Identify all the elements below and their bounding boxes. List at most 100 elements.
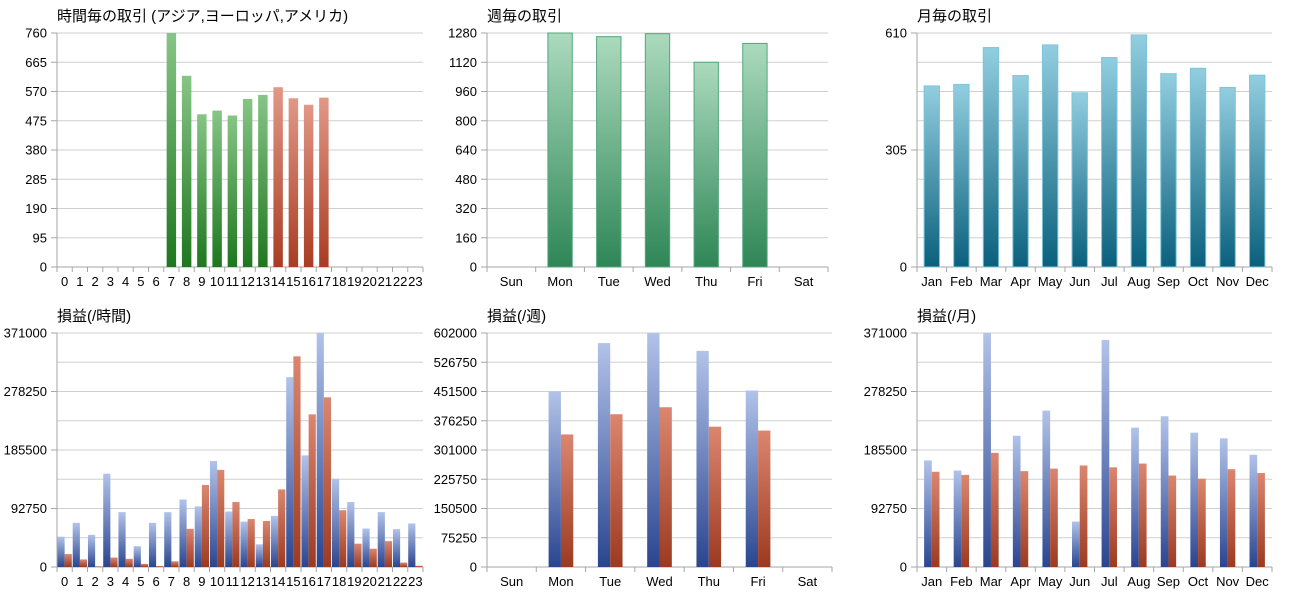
svg-text:475: 475 <box>25 113 47 128</box>
chart-monthly-pnl: 0 92750 185500 278250 371000 Jan Feb Mar Apr May J… <box>860 300 1290 600</box>
svg-text:Tue: Tue <box>599 574 621 589</box>
chart-title-weekly-trades: 週毎の取引 <box>487 8 563 25</box>
svg-text:0: 0 <box>61 574 68 589</box>
svg-text:570: 570 <box>25 84 47 99</box>
svg-text:22: 22 <box>393 574 407 589</box>
svg-text:1: 1 <box>76 274 83 289</box>
svg-text:2: 2 <box>92 574 99 589</box>
svg-text:8: 8 <box>183 274 190 289</box>
svg-text:Nov: Nov <box>1216 574 1240 589</box>
svg-text:Feb: Feb <box>950 574 972 589</box>
svg-text:800: 800 <box>455 113 477 128</box>
svg-text:278250: 278250 <box>4 384 47 399</box>
svg-text:Mar: Mar <box>980 574 1003 589</box>
svg-text:1120: 1120 <box>449 55 477 70</box>
svg-text:7: 7 <box>168 274 175 289</box>
svg-text:92750: 92750 <box>11 501 47 516</box>
svg-text:Aug: Aug <box>1127 574 1150 589</box>
svg-text:Dec: Dec <box>1246 574 1270 589</box>
svg-text:23: 23 <box>408 274 422 289</box>
chart-monthly-trades: 0 305 610 Jan Feb Mar Apr May Jun Jul Aug Sep Oct Nov… <box>860 0 1290 300</box>
svg-text:0: 0 <box>900 260 907 275</box>
chart-hourly-pnl: 0 92750 185500 278250 371000 0 1 2 3 4 5 6 7 8 9 10 11 12… <box>0 300 430 600</box>
svg-text:3: 3 <box>107 274 114 289</box>
svg-text:Sep: Sep <box>1157 274 1180 289</box>
svg-text:Jun: Jun <box>1069 274 1090 289</box>
svg-text:92750: 92750 <box>871 501 907 516</box>
svg-text:12: 12 <box>240 274 254 289</box>
svg-text:278250: 278250 <box>864 384 907 399</box>
svg-text:960: 960 <box>455 84 477 99</box>
svg-text:301000: 301000 <box>434 443 477 458</box>
svg-text:13: 13 <box>256 274 270 289</box>
svg-text:Apr: Apr <box>1010 274 1031 289</box>
svg-text:14: 14 <box>271 574 285 589</box>
svg-text:Fri: Fri <box>747 274 762 289</box>
svg-text:Tue: Tue <box>598 274 620 289</box>
svg-text:0: 0 <box>40 560 47 575</box>
svg-text:Wed: Wed <box>644 274 671 289</box>
svg-text:610: 610 <box>885 26 907 41</box>
svg-text:14: 14 <box>271 274 285 289</box>
svg-text:Sat: Sat <box>798 574 818 589</box>
svg-text:1280: 1280 <box>448 26 477 41</box>
svg-text:10: 10 <box>210 574 224 589</box>
weekly-trades-plot: 0 160 320 480 640 800 960 1120 1280 Sun Mon Tue Wed T… <box>448 26 829 289</box>
svg-text:Jul: Jul <box>1101 574 1118 589</box>
svg-text:17: 17 <box>317 574 331 589</box>
svg-text:Jan: Jan <box>921 574 942 589</box>
svg-text:5: 5 <box>137 274 144 289</box>
svg-text:Jun: Jun <box>1069 574 1090 589</box>
svg-text:4: 4 <box>122 274 129 289</box>
chart-title-monthly-trades: 月毎の取引 <box>917 8 993 25</box>
svg-text:Jul: Jul <box>1101 274 1118 289</box>
svg-text:305: 305 <box>885 143 907 158</box>
svg-text:640: 640 <box>455 143 477 158</box>
svg-text:4: 4 <box>122 574 129 589</box>
svg-text:May: May <box>1038 274 1063 289</box>
weekly-pnl-plot: 0 75250 150500 225750 301000 376250 451500 5267… <box>434 326 833 589</box>
svg-text:480: 480 <box>455 172 477 187</box>
svg-text:526750: 526750 <box>434 355 477 370</box>
svg-text:15: 15 <box>286 274 300 289</box>
svg-text:0: 0 <box>900 560 907 575</box>
svg-text:3: 3 <box>107 574 114 589</box>
svg-text:185500: 185500 <box>4 443 47 458</box>
svg-text:11: 11 <box>226 274 240 289</box>
svg-text:1: 1 <box>76 574 83 589</box>
svg-text:Feb: Feb <box>950 274 972 289</box>
svg-text:Mon: Mon <box>548 574 573 589</box>
svg-text:9: 9 <box>198 274 205 289</box>
svg-text:95: 95 <box>33 230 47 245</box>
svg-text:12: 12 <box>240 574 254 589</box>
svg-text:20: 20 <box>362 574 376 589</box>
chart-weekly-trades: 0 160 320 480 640 800 960 1120 1280 Sun Mon Tue Wed T… <box>430 0 860 300</box>
svg-text:602000: 602000 <box>434 326 477 341</box>
svg-text:13: 13 <box>256 574 270 589</box>
svg-text:Wed: Wed <box>646 574 673 589</box>
svg-text:11: 11 <box>226 574 240 589</box>
svg-text:190: 190 <box>25 201 47 216</box>
svg-text:Sun: Sun <box>500 274 523 289</box>
svg-text:20: 20 <box>362 274 376 289</box>
svg-text:Nov: Nov <box>1216 274 1240 289</box>
svg-text:18: 18 <box>332 574 346 589</box>
svg-text:160: 160 <box>455 230 477 245</box>
svg-text:371000: 371000 <box>864 326 907 341</box>
svg-text:760: 760 <box>25 26 47 41</box>
svg-text:Oct: Oct <box>1188 574 1209 589</box>
chart-title-hourly-trades: 時間毎の取引 (アジア,ヨーロッパ,アメリカ) <box>57 8 349 25</box>
svg-text:376250: 376250 <box>434 413 477 428</box>
svg-text:17: 17 <box>317 274 331 289</box>
svg-text:2: 2 <box>92 274 99 289</box>
svg-text:Sep: Sep <box>1157 574 1180 589</box>
svg-text:371000: 371000 <box>4 326 47 341</box>
svg-text:225750: 225750 <box>434 472 477 487</box>
svg-text:7: 7 <box>168 574 175 589</box>
svg-text:8: 8 <box>183 574 190 589</box>
svg-text:Sat: Sat <box>794 274 814 289</box>
svg-text:16: 16 <box>301 274 315 289</box>
svg-text:15: 15 <box>286 574 300 589</box>
svg-text:0: 0 <box>470 560 477 575</box>
